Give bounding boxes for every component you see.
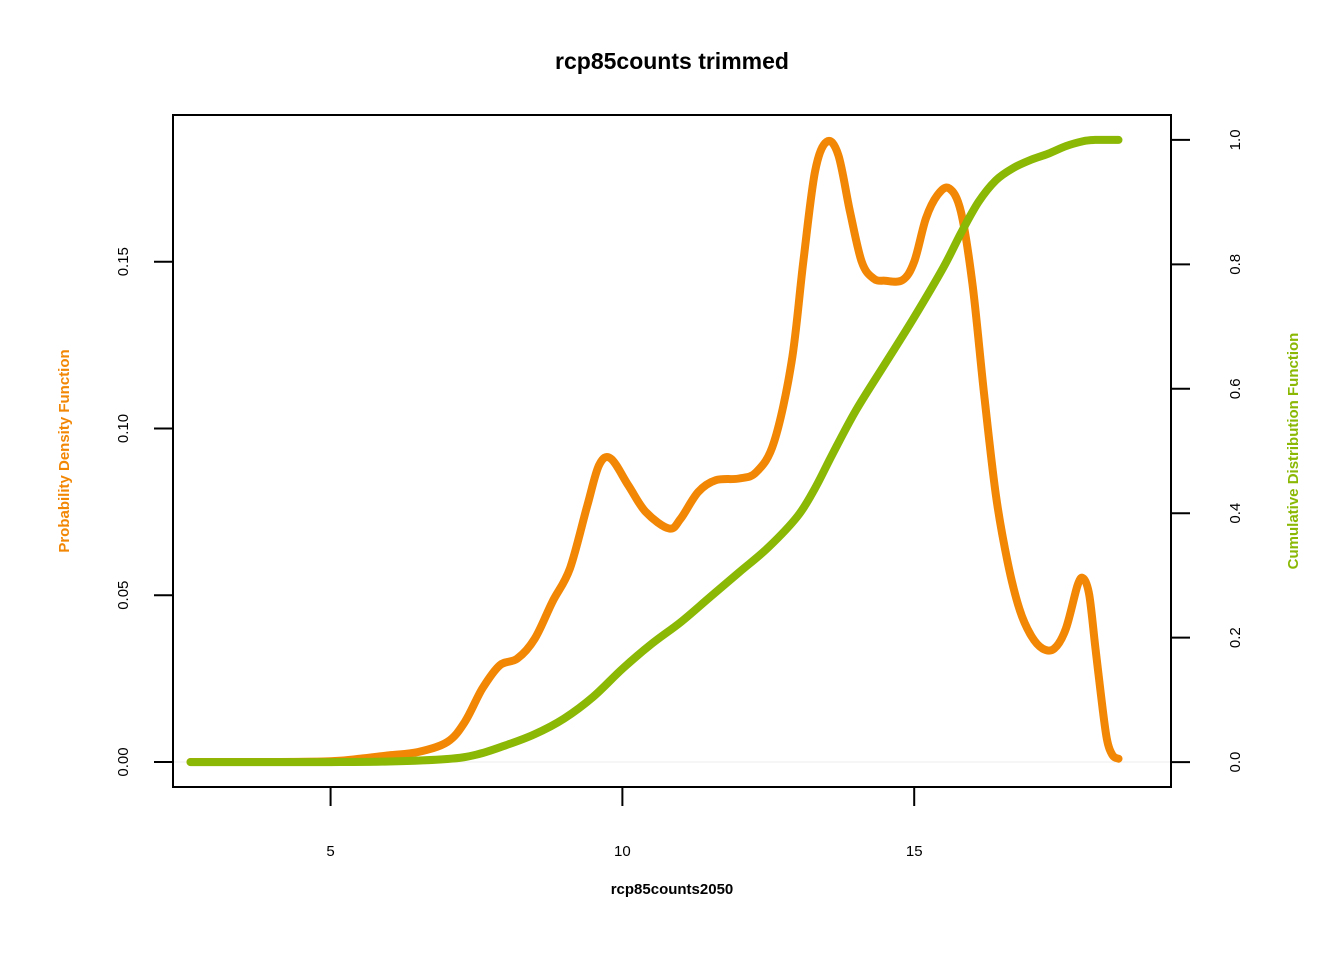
cdf-series-line: [186, 135, 1123, 767]
y-right-tick-label: 0.2: [1227, 627, 1244, 648]
x-axis: 5 10 15: [326, 786, 923, 860]
y-right-tick-label: 0.0: [1227, 752, 1244, 773]
y-left-tick-label: 0.15: [115, 247, 132, 276]
x-tick-label: 15: [906, 843, 923, 860]
y-right-tick-label: 0.6: [1227, 378, 1244, 399]
y-right-tick-label: 0.4: [1227, 503, 1244, 524]
y-right-tick-label: 0.8: [1227, 254, 1244, 275]
y-right-tick-label: 1.0: [1227, 129, 1244, 150]
y-left-tick-label: 0.05: [115, 581, 132, 610]
plot-area: [172, 114, 1172, 788]
y-left-tick-label: 0.10: [115, 414, 132, 443]
y-axis-right-label: Cumulative Distribution Function: [1285, 333, 1302, 570]
y-axis-right: 0.0 0.2 0.4 0.6 0.8 1.0: [1171, 129, 1244, 773]
x-axis-label: rcp85counts2050: [611, 881, 734, 898]
chart-title: rcp85counts trimmed: [555, 48, 789, 74]
x-tick-label: 10: [614, 843, 631, 860]
pdf-series-line: [186, 136, 1123, 767]
y-axis-left: 0.00 0.05 0.10 0.15: [115, 247, 173, 777]
y-left-tick-label: 0.00: [115, 747, 132, 776]
y-axis-left-label: Probability Density Function: [56, 349, 73, 552]
plot-frame: [172, 114, 1172, 788]
x-tick-label: 5: [326, 843, 334, 860]
